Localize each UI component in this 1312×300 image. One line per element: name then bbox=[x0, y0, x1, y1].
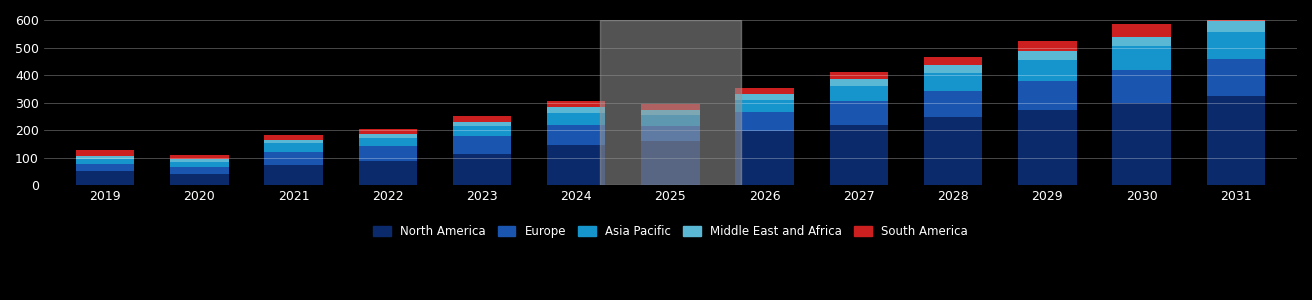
Bar bbox=[547, 124, 605, 145]
Bar bbox=[642, 141, 699, 185]
Bar bbox=[1207, 58, 1265, 96]
Bar bbox=[1018, 80, 1077, 110]
Bar bbox=[829, 86, 888, 101]
Bar bbox=[358, 130, 417, 134]
Bar bbox=[642, 126, 699, 141]
Bar bbox=[924, 73, 983, 91]
Bar bbox=[829, 124, 888, 185]
Bar bbox=[1207, 21, 1265, 32]
Bar bbox=[171, 154, 228, 159]
Bar bbox=[642, 115, 699, 126]
Bar bbox=[76, 150, 134, 156]
Bar bbox=[829, 101, 888, 124]
Bar bbox=[924, 65, 983, 73]
Bar bbox=[642, 104, 699, 110]
Bar bbox=[600, 20, 741, 185]
Bar bbox=[171, 162, 228, 166]
Bar bbox=[1018, 40, 1077, 51]
Legend: North America, Europe, Asia Pacific, Middle East and Africa, South America: North America, Europe, Asia Pacific, Mid… bbox=[369, 221, 972, 243]
Bar bbox=[924, 117, 983, 185]
Bar bbox=[547, 113, 605, 124]
Bar bbox=[924, 91, 983, 117]
Bar bbox=[1113, 70, 1170, 103]
Bar bbox=[358, 138, 417, 146]
Bar bbox=[736, 112, 794, 131]
Bar bbox=[358, 134, 417, 138]
Bar bbox=[264, 143, 323, 152]
Bar bbox=[924, 57, 983, 65]
Bar bbox=[453, 116, 512, 122]
Bar bbox=[453, 136, 512, 154]
Bar bbox=[547, 145, 605, 185]
Bar bbox=[642, 110, 699, 115]
Bar bbox=[171, 167, 228, 173]
Bar bbox=[264, 140, 323, 143]
Bar bbox=[1207, 5, 1265, 21]
Bar bbox=[1207, 96, 1265, 185]
Bar bbox=[171, 159, 228, 162]
Bar bbox=[453, 154, 512, 185]
Bar bbox=[736, 88, 794, 94]
Bar bbox=[1018, 60, 1077, 80]
Bar bbox=[1207, 32, 1265, 58]
Bar bbox=[547, 107, 605, 113]
Bar bbox=[171, 173, 228, 185]
Bar bbox=[736, 131, 794, 185]
Bar bbox=[264, 165, 323, 185]
Bar bbox=[76, 160, 134, 164]
Bar bbox=[1113, 46, 1170, 70]
Bar bbox=[1113, 103, 1170, 185]
Bar bbox=[1018, 51, 1077, 60]
Bar bbox=[453, 127, 512, 136]
Bar bbox=[1113, 24, 1170, 37]
Bar bbox=[358, 146, 417, 161]
Bar bbox=[76, 164, 134, 171]
Bar bbox=[453, 122, 512, 127]
Bar bbox=[1113, 37, 1170, 46]
Bar bbox=[264, 135, 323, 140]
Bar bbox=[736, 100, 794, 112]
Bar bbox=[358, 161, 417, 185]
Bar bbox=[1018, 110, 1077, 185]
Bar bbox=[76, 171, 134, 185]
Bar bbox=[76, 156, 134, 160]
Bar bbox=[829, 72, 888, 79]
Bar bbox=[829, 79, 888, 86]
Bar bbox=[736, 94, 794, 100]
Bar bbox=[264, 152, 323, 165]
Bar bbox=[547, 101, 605, 107]
